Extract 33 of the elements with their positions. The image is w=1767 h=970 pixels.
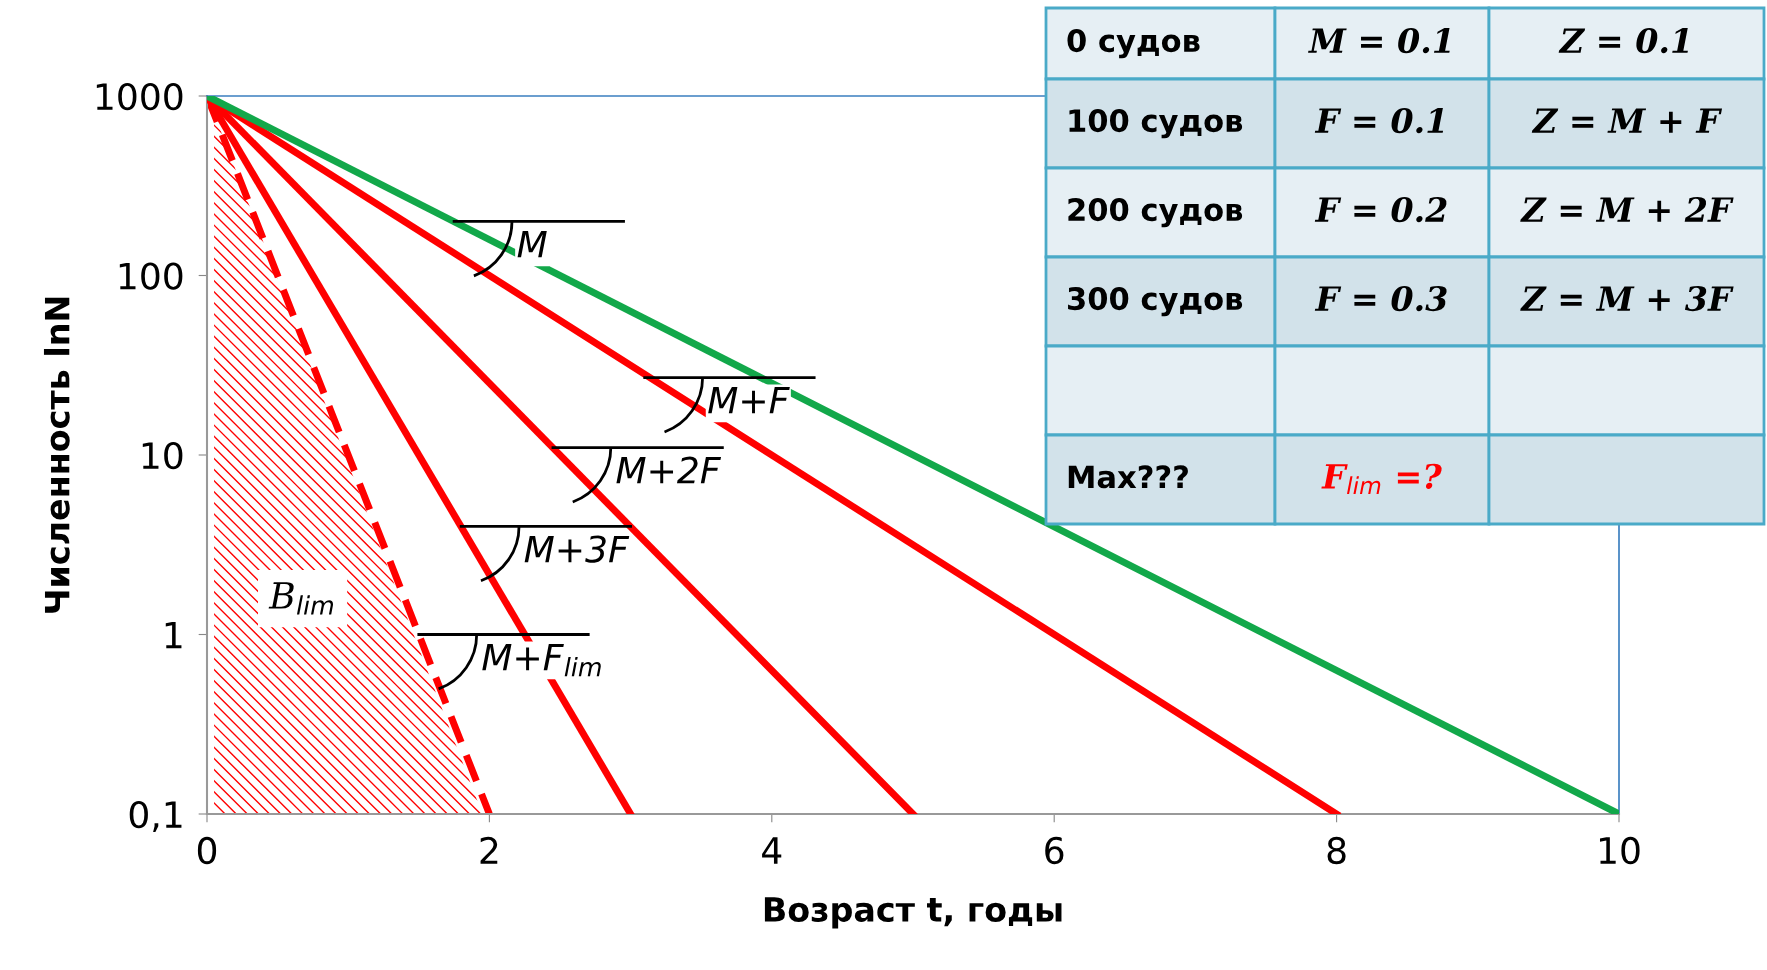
x-tick-label: 10 [1599, 836, 1640, 865]
annotation: Max??? [1068, 465, 1188, 489]
annotation: Z = M + 3F [1520, 285, 1734, 312]
annotation: 300 судов [1068, 287, 1243, 317]
y-tick-label: 1000 [96, 82, 183, 111]
annotation: F = 0.1 [1314, 107, 1444, 134]
annotation: M [517, 230, 547, 258]
x-tick-label: 8 [1327, 836, 1346, 865]
annotation: F$_{lim}$ =? [1321, 463, 1442, 494]
x-tick-label: 0 [197, 836, 217, 865]
y-tick-label: 1 [165, 621, 182, 649]
annotation: F = 0.2 [1314, 196, 1447, 223]
annotation: Z = M + F [1531, 108, 1723, 133]
y-tick-label: 0,1 [129, 800, 182, 832]
annotation: M+F [708, 387, 790, 414]
annotation: M+F$_{lim}$ [482, 643, 601, 677]
annotation: M+2F [616, 456, 722, 484]
text: 0 судов [1067, 29, 1200, 59]
annotation: F = 0.3 [1314, 285, 1447, 312]
annotation: Z = M + 2F [1520, 196, 1734, 222]
y-tick-label: 100 [119, 262, 183, 290]
text: M = 0.1 [1308, 27, 1450, 54]
annotation: 100 судов [1069, 109, 1243, 139]
y-tick-label: 10 [142, 441, 183, 470]
y-axis-title: Численность lnN [43, 297, 70, 613]
series-label: B$_{lim}$ [268, 582, 334, 615]
x-tick-label: 4 [762, 837, 782, 864]
annotation: M+3F [524, 535, 630, 563]
x-axis-title: Возраст t, годы [764, 897, 1062, 929]
annotation: 200 судов [1068, 198, 1243, 228]
x-tick-label: 2 [480, 836, 498, 864]
x-tick-label: 6 [1045, 836, 1064, 865]
text: Z = 0.1 [1558, 27, 1688, 54]
